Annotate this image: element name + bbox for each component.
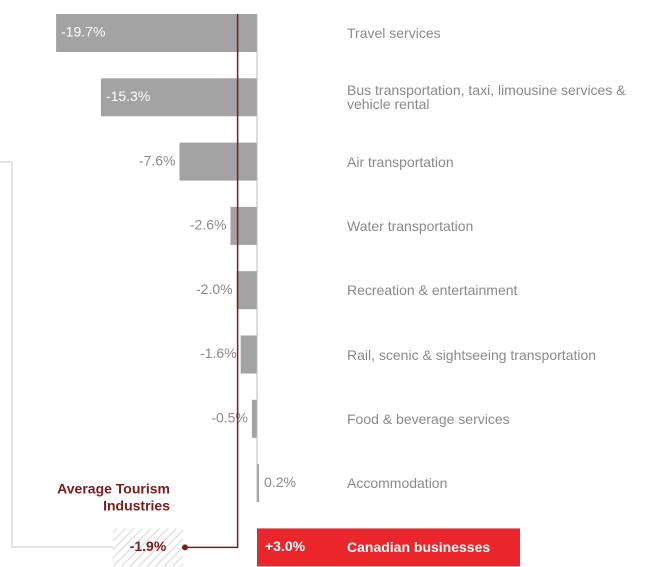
bar	[240, 335, 257, 374]
value-label: -2.0%	[196, 281, 233, 297]
bar	[257, 464, 260, 503]
average-label: Average Tourism	[57, 481, 170, 497]
value-label: -0.5%	[211, 410, 248, 426]
average-label: Industries	[103, 498, 170, 514]
value-label: -7.6%	[139, 152, 176, 168]
highlight-value: +3.0%	[265, 538, 306, 554]
average-value: -1.9%	[130, 538, 167, 554]
average-box	[113, 528, 183, 567]
bar	[230, 206, 257, 245]
highlight-band	[257, 528, 520, 567]
value-label: 0.2%	[264, 474, 296, 490]
value-label: -15.3%	[106, 88, 150, 104]
bar	[100, 78, 257, 117]
value-label: -19.7%	[61, 24, 105, 40]
bar	[251, 399, 257, 438]
average-line	[185, 14, 239, 549]
category-label: Water transportation	[347, 217, 474, 234]
bracket	[0, 161, 113, 548]
value-label: -2.6%	[190, 217, 227, 233]
category-label: Air transportation	[347, 153, 454, 170]
value-label: -1.6%	[200, 345, 237, 361]
bar	[56, 14, 258, 52]
category-label: Bus transportation, taxi, limousine serv…	[347, 82, 626, 113]
highlight-label: Canadian businesses	[347, 539, 491, 556]
average-dot	[182, 544, 188, 551]
category-label: Rail, scenic & sightseeing transportatio…	[347, 346, 597, 363]
category-label: Accommodation	[347, 475, 448, 492]
bar	[236, 271, 257, 310]
category-label: Travel services	[347, 25, 441, 41]
bar	[179, 142, 257, 181]
category-label: Food & beverage services	[347, 410, 510, 427]
category-label: Recreation & entertainment	[347, 282, 518, 299]
